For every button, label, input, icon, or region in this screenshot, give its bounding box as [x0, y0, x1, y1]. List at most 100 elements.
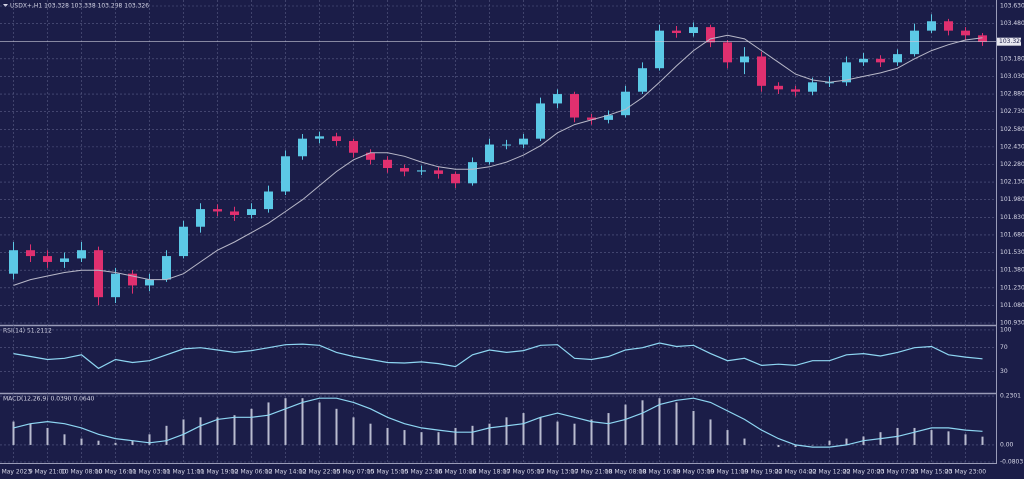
- macd-bar: [743, 438, 746, 445]
- candle-body: [723, 42, 732, 63]
- macd-bar: [726, 430, 729, 445]
- macd-bar: [964, 434, 967, 445]
- candle-body: [672, 30, 681, 33]
- candle-body: [859, 58, 868, 63]
- macd-bar: [760, 444, 763, 446]
- candle-body: [808, 82, 817, 92]
- macd-bar: [607, 413, 610, 445]
- macd-bar: [12, 421, 15, 445]
- y-tick-label: -0.0803: [1000, 459, 1023, 466]
- candle-body: [791, 89, 800, 92]
- candle-body: [417, 170, 426, 172]
- y-tick-label: 101.830: [1000, 214, 1024, 221]
- macd-bar: [590, 419, 593, 445]
- candle-body: [298, 138, 307, 157]
- x-tick-label: 19 May 11:00: [707, 469, 748, 476]
- x-tick-label: 15 May 15:00: [367, 469, 408, 476]
- x-tick-label: 22 May 04:00: [775, 469, 816, 476]
- candle-body: [638, 68, 647, 92]
- macd-bar: [454, 427, 457, 445]
- macd-bar: [624, 404, 627, 445]
- y-tick-label: 0.2301: [1000, 393, 1021, 400]
- macd-bar: [250, 408, 253, 445]
- x-tick-label: 23 May 23:00: [945, 469, 986, 476]
- x-tick-label: 16 May 18:00: [469, 469, 510, 476]
- x-tick-label: 9 May 2023: [0, 469, 31, 476]
- rsi-line: [13, 342, 983, 370]
- candle-body: [196, 209, 205, 227]
- macd-bar: [573, 423, 576, 445]
- candle-body: [910, 30, 919, 55]
- x-tick-label: 10 May 08:00: [61, 469, 102, 476]
- candle-body: [536, 103, 545, 139]
- candle-body: [111, 273, 120, 298]
- candle-body: [570, 94, 579, 118]
- y-tick-label: 101.530: [1000, 249, 1024, 256]
- candle-body: [264, 191, 273, 210]
- price-header: USDX+,H1 103.328 103.338 103.298 103.326: [10, 3, 149, 10]
- candle-body: [400, 168, 409, 172]
- x-tick-label: 12 May 22:00: [299, 469, 340, 476]
- candle-body: [502, 144, 511, 146]
- candle-body: [944, 21, 953, 31]
- macd-bar: [216, 417, 219, 445]
- candle-body: [587, 117, 596, 120]
- macd-bar: [947, 431, 950, 445]
- candle-body: [655, 30, 664, 69]
- x-tick-label: 23 May 07:00: [877, 469, 918, 476]
- candle-body: [842, 62, 851, 83]
- candle-body: [77, 250, 86, 259]
- y-tick-label: 103.030: [1000, 73, 1024, 80]
- y-tick-label: 100: [1000, 326, 1012, 333]
- candle-body: [247, 209, 256, 215]
- macd-bar: [692, 410, 695, 445]
- candle-body: [757, 56, 766, 86]
- candle-body: [230, 211, 239, 215]
- x-tick-label: 15 May 23:00: [401, 469, 442, 476]
- y-tick-label: 102.880: [1000, 91, 1024, 98]
- candle-body: [434, 170, 443, 174]
- macd-bar: [777, 444, 780, 448]
- candle-body: [689, 27, 698, 33]
- x-tick-label: 17 May 13:00: [537, 469, 578, 476]
- macd-bar: [471, 425, 474, 445]
- macd-bar: [437, 432, 440, 445]
- macd-bar: [114, 442, 117, 445]
- y-tick-label: 103.630: [1000, 2, 1024, 9]
- macd-bar: [505, 417, 508, 445]
- candle-body: [281, 156, 290, 192]
- macd-bar: [352, 417, 355, 445]
- candle-body: [60, 258, 69, 262]
- x-tick-label: 23 May 15:00: [911, 469, 952, 476]
- y-tick-label: 101.680: [1000, 231, 1024, 238]
- macd-bar: [845, 438, 848, 445]
- macd-bar: [539, 417, 542, 445]
- macd-bar: [165, 425, 168, 445]
- x-tick-label: 17 May 05:00: [503, 469, 544, 476]
- candle-body: [26, 250, 35, 257]
- x-tick-label: 11 May 19:00: [197, 469, 238, 476]
- macd-bar: [267, 402, 270, 445]
- y-tick-label: 101.980: [1000, 196, 1024, 203]
- rsi-header: RSI(14) 51.2112: [3, 328, 52, 335]
- macd-bar: [913, 427, 916, 445]
- macd-bar: [811, 444, 814, 446]
- candle-body: [927, 21, 936, 31]
- macd-bar: [369, 423, 372, 445]
- y-tick-label: 100.930: [1000, 320, 1024, 327]
- x-tick-label: 10 May 16:00: [95, 469, 136, 476]
- candle-body: [179, 226, 188, 257]
- candle-body: [621, 91, 630, 116]
- macd-bar: [148, 434, 151, 445]
- y-tick-label: 70: [1000, 344, 1008, 351]
- candle-body: [162, 256, 171, 280]
- macd-bar: [641, 400, 644, 445]
- macd-bar: [284, 398, 287, 445]
- candle-body: [604, 115, 613, 120]
- macd-bar: [930, 430, 933, 445]
- candle-body: [468, 162, 477, 184]
- candle-body: [774, 85, 783, 90]
- candle-body: [315, 136, 324, 139]
